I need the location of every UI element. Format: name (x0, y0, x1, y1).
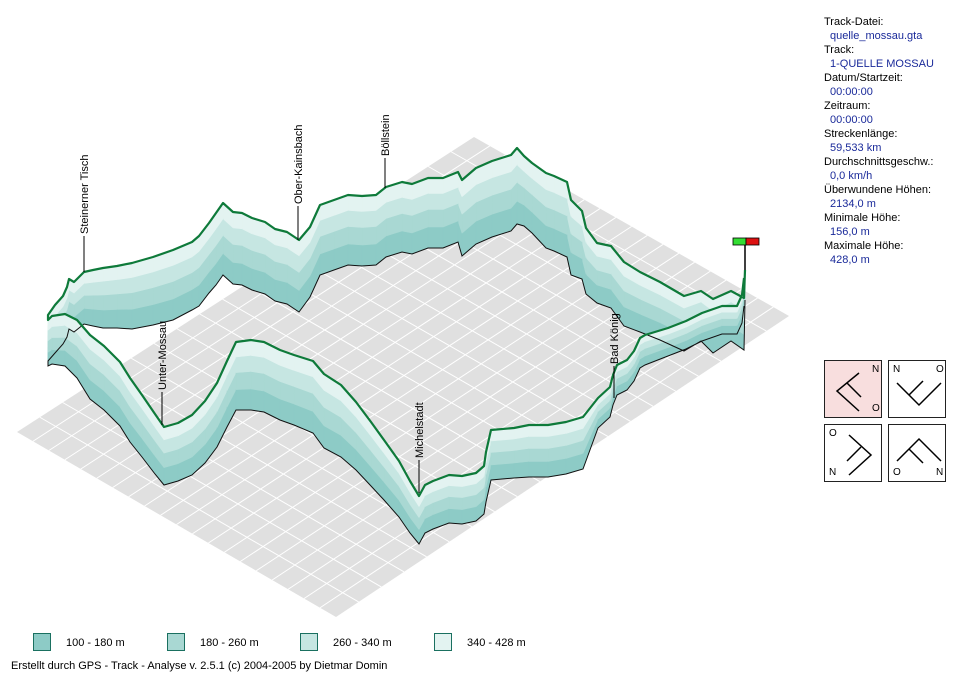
view-orientation-icon (846, 434, 873, 476)
duration-label: Zeitraum: (824, 100, 871, 112)
view-north-east-button[interactable]: N O (824, 360, 882, 418)
view-south-east-button[interactable]: O N (888, 424, 946, 482)
credit-line: Erstellt durch GPS - Track - Analyse v. … (11, 660, 388, 672)
view-north-west-button[interactable]: N O (888, 360, 946, 418)
track-label: Track: (824, 44, 855, 56)
track-value: 1-QUELLE MOSSAU (830, 58, 934, 70)
track-info-panel: Track-Datei: quelle_mossau.gta Track: 1-… (824, 15, 959, 267)
length-label: Streckenlänge: (824, 128, 898, 140)
track-file-label: Track-Datei: (824, 16, 884, 28)
min-height-value: 156,0 m (830, 226, 870, 238)
view-label-top: O (829, 428, 837, 439)
view-label-right: O (936, 364, 944, 375)
legend-swatch (434, 633, 452, 651)
legend-label: 100 - 180 m (66, 637, 125, 649)
view-orientation-icon (835, 372, 862, 412)
place-label: Michelstadt (414, 402, 426, 458)
view-label-top: N (872, 364, 880, 375)
legend-label: 180 - 260 m (200, 637, 259, 649)
track-line (46, 146, 747, 498)
place-label: Steinerner Tisch (79, 155, 91, 234)
elevation-walls (47, 147, 746, 545)
place-label: Böllstein (380, 114, 392, 156)
climb-value: 2134,0 m (830, 198, 876, 210)
length-value: 59,533 km (830, 142, 882, 154)
end-flag (745, 237, 760, 246)
legend-label: 260 - 340 m (333, 637, 392, 649)
duration-value: 00:00:00 (830, 114, 873, 126)
legend-swatch (33, 633, 51, 651)
date-value: 00:00:00 (830, 86, 873, 98)
speed-label: Durchschnittsgeschw.: (824, 156, 934, 168)
track-file-value: quelle_mossau.gta (830, 30, 923, 42)
start-end-flag (732, 237, 760, 270)
speed-value: 0,0 km/h (830, 170, 873, 182)
max-height-label: Maximale Höhe: (824, 240, 904, 252)
date-label: Datum/Startzeit: (824, 72, 903, 84)
legend-swatch (300, 633, 318, 651)
view-label-bottom: N (829, 467, 837, 478)
legend-label: 340 - 428 m (467, 637, 526, 649)
view-label-left: N (893, 364, 901, 375)
climb-label: Überwundene Höhen: (824, 184, 932, 196)
place-markers: Steinerner Tisch Ober-Kainsbach Böllstein U… (79, 114, 621, 493)
view-label-left: O (893, 467, 901, 478)
max-height-value: 428,0 m (830, 254, 870, 266)
view-label-bottom: O (872, 403, 880, 414)
place-label: Ober-Kainsbach (293, 125, 305, 205)
view-south-west-button[interactable]: O N (824, 424, 882, 482)
view-label-right: N (936, 467, 944, 478)
min-height-label: Minimale Höhe: (824, 212, 901, 224)
place-label: Unter-Mossau (157, 321, 169, 390)
view-orientation-icon (896, 380, 942, 407)
view-orientation-icon (896, 437, 942, 464)
legend-swatch (167, 633, 185, 651)
place-label: Bad König (609, 313, 621, 364)
start-flag (732, 237, 747, 246)
